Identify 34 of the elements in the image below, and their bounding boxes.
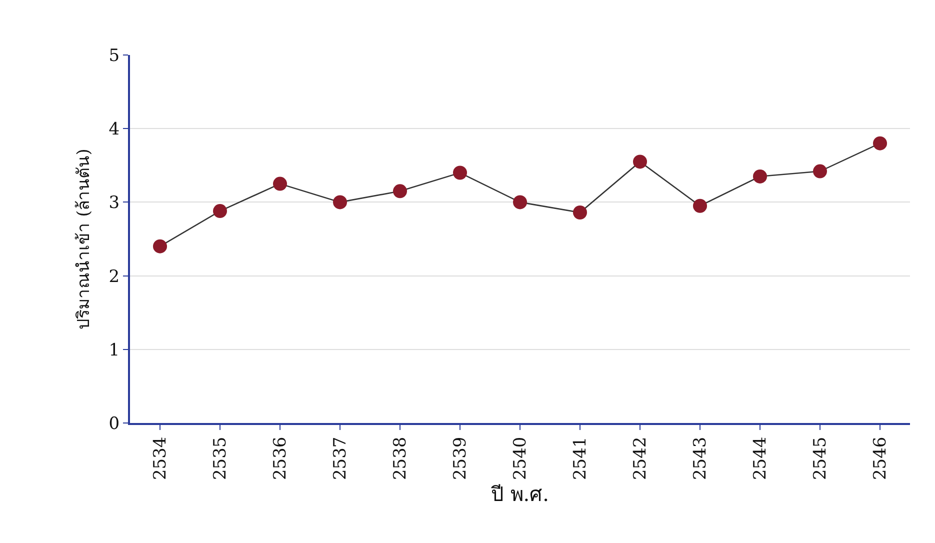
x-tick-label: 2535 — [210, 436, 231, 480]
x-tick-label: 2545 — [810, 436, 831, 480]
point — [513, 195, 527, 210]
y-tick-label: 2 — [108, 266, 120, 287]
x-tick-label: 2536 — [270, 436, 291, 480]
point — [333, 195, 347, 210]
x-axis-title: ปี พ.ศ. — [490, 482, 550, 506]
x-tick-label: 2539 — [450, 436, 471, 480]
x-tick-label: 2546 — [870, 436, 891, 480]
y-tick-label: 0 — [108, 414, 120, 434]
x-tick-label: 2537 — [330, 436, 351, 480]
point — [393, 184, 407, 198]
x-tick-label: 2543 — [690, 436, 711, 480]
point — [813, 164, 827, 178]
point — [153, 239, 167, 254]
point — [573, 206, 587, 220]
y-tick-label: 4 — [108, 120, 120, 140]
point — [273, 176, 287, 191]
point — [633, 154, 647, 169]
x-tick-label: 2538 — [390, 436, 411, 480]
point — [213, 204, 227, 218]
y-tick-label: 5 — [108, 46, 120, 66]
y-tick-label: 3 — [108, 193, 120, 214]
point — [753, 169, 767, 184]
x-tick-label: 2542 — [630, 436, 651, 480]
x-tick-label: 2540 — [510, 436, 531, 480]
x-tick-label: 2544 — [750, 436, 771, 480]
x-tick-label: 2541 — [570, 436, 591, 480]
y-axis-title: ปริมาณนำเข้า (ล้านตัน) — [74, 148, 94, 330]
point — [453, 166, 467, 180]
x-tick-label: 2534 — [150, 436, 171, 480]
y-tick-label: 1 — [108, 340, 120, 360]
point — [873, 136, 887, 150]
point — [693, 198, 707, 213]
